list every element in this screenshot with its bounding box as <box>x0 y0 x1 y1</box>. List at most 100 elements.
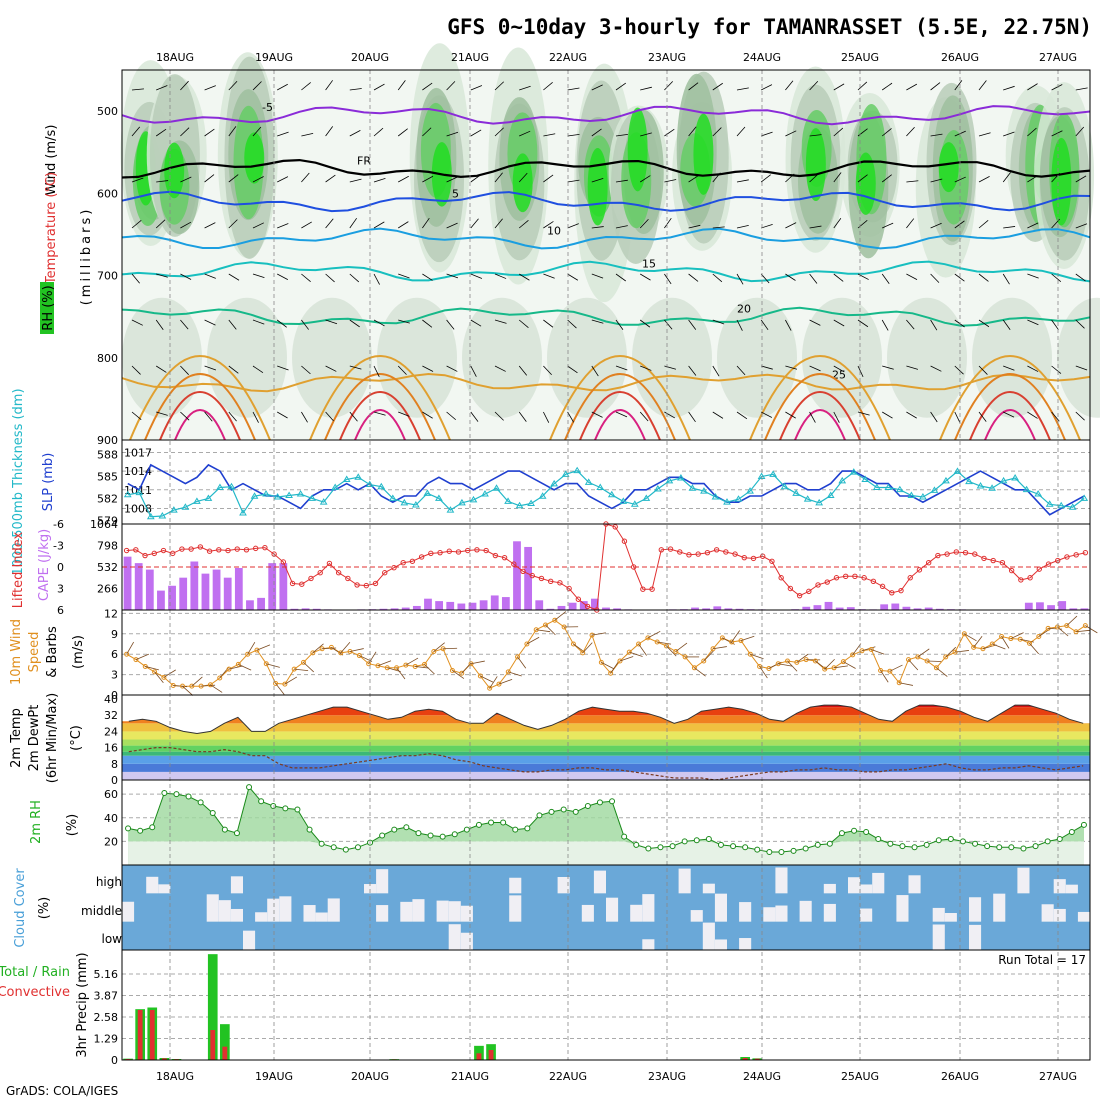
dewpoint-line <box>128 746 1084 781</box>
wind-barb <box>331 647 344 656</box>
wind-barb <box>760 319 769 331</box>
thickness-point <box>227 482 236 490</box>
cape-bar <box>179 577 188 610</box>
wind-barb <box>881 128 892 137</box>
wind-barb <box>857 365 864 378</box>
li-point <box>1018 577 1024 583</box>
wind-barb <box>325 80 333 91</box>
wind-barb <box>301 221 312 229</box>
wind-barb <box>1075 629 1091 633</box>
wind-barb <box>761 224 773 229</box>
wind-point <box>664 643 669 649</box>
wind-barb <box>301 133 314 137</box>
wind-barb <box>833 319 845 327</box>
wind-barb <box>688 273 699 282</box>
wind-barb <box>446 222 458 229</box>
wind-barb <box>610 661 619 674</box>
wind-barb <box>398 273 410 279</box>
wind-barb <box>397 365 407 375</box>
wind-label-1: 10m Wind <box>9 619 24 685</box>
rh-point <box>935 837 942 844</box>
thickness-point <box>239 509 247 516</box>
cloud-cell <box>872 872 885 894</box>
thickness-point <box>527 499 535 507</box>
wind-point <box>980 646 986 652</box>
wind-point <box>1027 640 1032 646</box>
wind-barb <box>519 85 531 91</box>
cape-bar <box>1024 602 1033 610</box>
cloud-cell <box>702 883 715 894</box>
rh-point <box>439 833 446 840</box>
thickness-point <box>677 474 685 481</box>
wind-barb <box>470 174 481 183</box>
wind-barb <box>761 131 773 137</box>
cape-bar <box>1069 608 1078 610</box>
wind-ytick: 12 <box>104 607 118 620</box>
thickness-point <box>169 506 178 513</box>
wind-barb <box>422 273 433 281</box>
wind-barb <box>638 643 647 656</box>
cloud-cell <box>581 904 594 922</box>
li-point <box>418 554 425 560</box>
temp-band <box>122 755 1090 764</box>
wind-barb <box>906 83 918 91</box>
wind-barb <box>992 643 1006 650</box>
cloud-cell <box>1041 904 1054 922</box>
wind-barb <box>843 661 856 669</box>
wind-barb <box>494 273 507 279</box>
rh-point <box>681 838 688 845</box>
thickness-point <box>642 494 651 501</box>
wind-barb <box>228 273 240 281</box>
cloud-cell <box>678 868 691 894</box>
cape-li-panel: -6 -3 0 3 6 1064 798 532 266 <box>53 518 1090 617</box>
li-point <box>262 544 268 551</box>
wind-barb <box>880 670 889 683</box>
cloud-cell <box>630 904 643 922</box>
temp-ylabels: 2m Temp 2m DewPt (6hr Min/Max) (°C) <box>9 693 84 783</box>
wind-barb <box>1027 273 1039 279</box>
wind-barb <box>373 83 385 91</box>
wind-barb <box>688 365 697 376</box>
rh-ytick: 20 <box>104 835 118 848</box>
temp-ytick: 40 <box>104 693 118 706</box>
wind-barb <box>1051 273 1062 282</box>
upper-ytick: 500 <box>97 105 118 118</box>
wind-barb <box>824 658 835 670</box>
wind-barb <box>930 133 943 137</box>
rh-point <box>488 819 495 826</box>
rh-point <box>342 846 349 853</box>
rh-shade <box>693 113 714 195</box>
wind-barb <box>498 678 513 685</box>
wind-barb <box>647 630 661 639</box>
wind-barb <box>156 85 168 91</box>
wind-barb <box>252 176 264 183</box>
wind-barb <box>601 662 615 670</box>
wind-barb <box>664 365 677 370</box>
wind-point <box>608 670 614 676</box>
temp-band <box>122 745 1090 752</box>
wind-barb <box>881 319 889 331</box>
thickness-point <box>492 484 501 491</box>
li-point <box>704 549 711 556</box>
thickness-point <box>653 484 662 492</box>
cape-bar <box>446 601 455 610</box>
thickness-point <box>700 487 708 494</box>
rh-point <box>354 844 361 851</box>
li-ytick: 6 <box>57 604 64 617</box>
warm-contour <box>594 409 646 441</box>
date-label-top: 26AUG <box>941 51 979 64</box>
isotherm-line <box>121 190 1091 213</box>
thickness-point <box>1022 485 1031 493</box>
wind-barb <box>703 650 714 662</box>
wind-barb <box>759 666 768 679</box>
li-point <box>557 580 563 586</box>
temp-ytick: 8 <box>111 758 118 771</box>
thickness-slp-panel: 588 585 582 579 1017 1014 1011 1008 <box>97 446 1090 527</box>
cloud-label: Cloud Cover <box>13 868 28 948</box>
wind-barb <box>785 411 796 419</box>
thickness-point <box>630 500 639 507</box>
slp-ytick: 1017 <box>124 446 152 459</box>
date-label-bottom: 26AUG <box>941 1070 979 1083</box>
li-point <box>345 575 351 582</box>
wind-barb <box>567 223 579 229</box>
